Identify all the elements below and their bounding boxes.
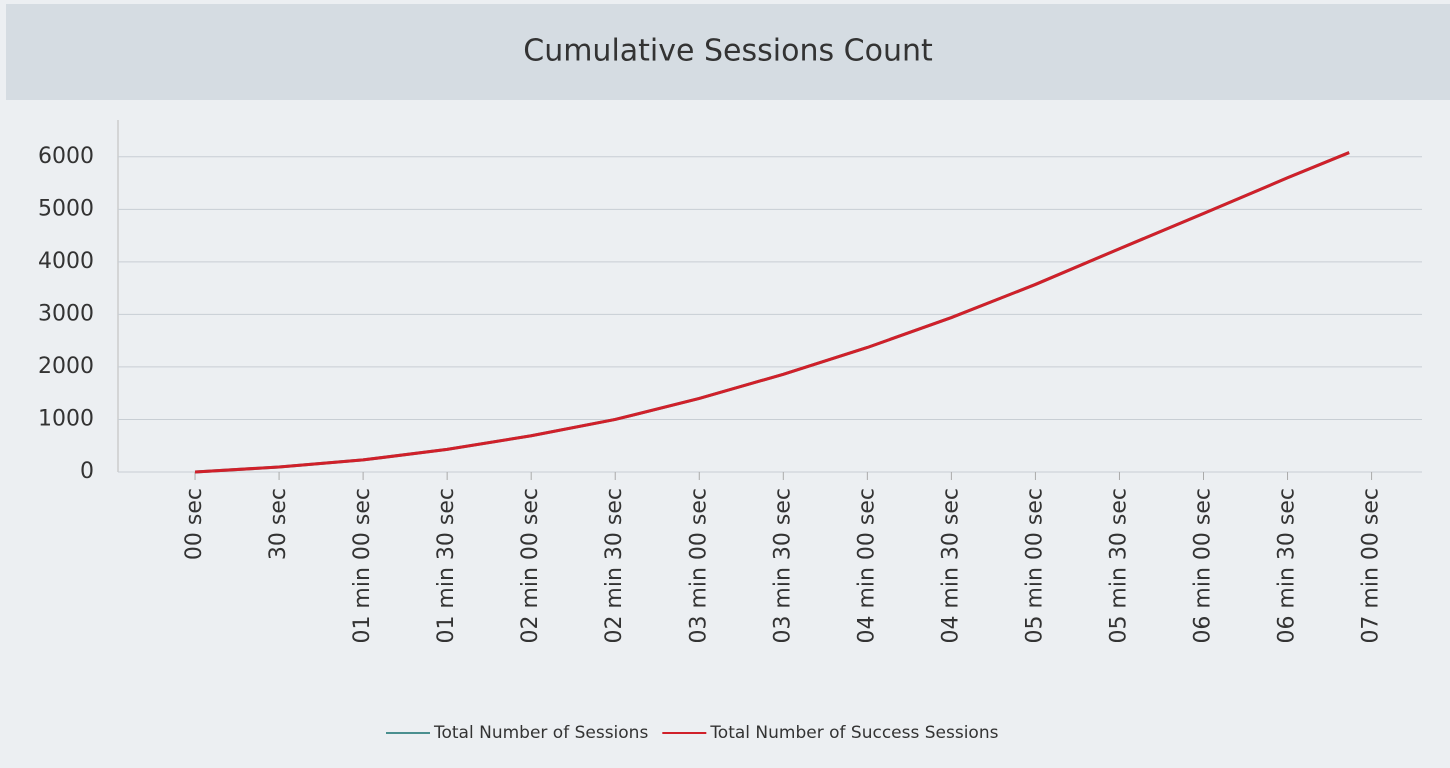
legend-label: Total Number of Success Sessions	[709, 723, 998, 743]
y-tick-label: 0	[80, 459, 94, 484]
series-line	[194, 151, 1350, 474]
x-tick-label: 07 min 00 sec	[1359, 488, 1384, 644]
x-tick-label: 03 min 30 sec	[770, 488, 795, 644]
x-tick-label: 00 sec	[182, 488, 207, 560]
series-line	[194, 151, 1350, 474]
x-tick-label: 02 min 00 sec	[518, 488, 543, 644]
y-tick-label: 3000	[38, 301, 94, 326]
y-tick-label: 6000	[38, 144, 94, 169]
x-tick-label: 30 sec	[266, 488, 291, 560]
x-tick-label: 05 min 00 sec	[1022, 488, 1047, 644]
x-tick-label: 06 min 30 sec	[1275, 488, 1300, 644]
x-tick-label: 02 min 30 sec	[602, 488, 627, 644]
y-tick-label: 5000	[38, 196, 94, 221]
y-tick-label: 4000	[38, 249, 94, 274]
x-tick-label: 04 min 30 sec	[938, 488, 963, 644]
y-tick-label: 1000	[38, 406, 94, 431]
header	[6, 4, 1450, 100]
x-tick-label: 01 min 00 sec	[350, 488, 375, 644]
legend-label: Total Number of Sessions	[433, 723, 648, 743]
x-tick-label: 01 min 30 sec	[434, 488, 459, 644]
x-tick-label: 05 min 30 sec	[1106, 488, 1131, 644]
x-tick-label: 03 min 00 sec	[686, 488, 711, 644]
x-tick-label: 06 min 00 sec	[1190, 488, 1215, 644]
chart-title: Cumulative Sessions Count	[523, 34, 933, 69]
x-tick-label: 04 min 00 sec	[854, 488, 879, 644]
y-tick-label: 2000	[38, 354, 94, 379]
